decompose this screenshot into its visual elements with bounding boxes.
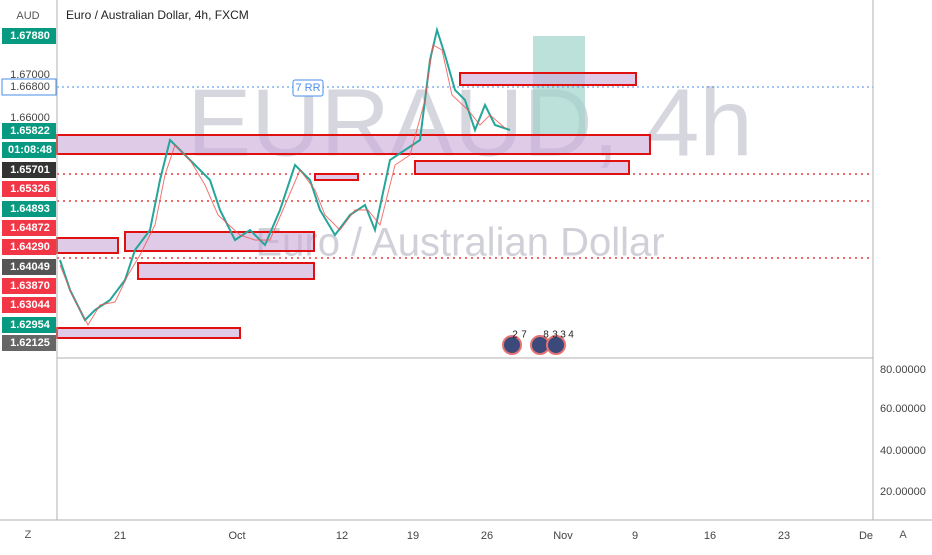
footer-left: Z xyxy=(25,529,32,541)
indicator-tick: 80.00000 xyxy=(880,364,926,376)
zone xyxy=(459,72,637,86)
zone xyxy=(414,160,630,175)
zone xyxy=(137,262,315,280)
chart-title: Euro / Australian Dollar, 4h, FXCM xyxy=(66,8,249,22)
time-label: 16 xyxy=(704,530,716,542)
price-badge xyxy=(2,142,56,158)
time-label: De xyxy=(859,530,873,542)
price-badge xyxy=(2,259,56,275)
price-label: 1.64872 xyxy=(10,222,50,234)
price-label: 1.63044 xyxy=(10,299,51,311)
price-label: 1.65701 xyxy=(10,164,50,176)
price-label: 1.64893 xyxy=(10,203,50,215)
time-label: 9 xyxy=(632,530,638,542)
indicator-tick: 40.00000 xyxy=(880,445,926,457)
rr-label: 7 RR xyxy=(295,82,320,94)
price-label: 1.64290 xyxy=(10,241,50,253)
price-label: 1.64049 xyxy=(10,261,50,273)
zone xyxy=(56,327,241,339)
event-flag xyxy=(546,335,566,355)
time-label: 26 xyxy=(481,530,493,542)
time-label: Oct xyxy=(228,530,245,542)
price-label: 1.66000 xyxy=(10,112,50,124)
price-badge xyxy=(2,278,56,294)
price-label: 1.65822 xyxy=(10,125,50,137)
price-badge xyxy=(2,28,56,44)
indicator-tick: 20.00000 xyxy=(880,486,926,498)
price-label: 1.66800 xyxy=(10,81,50,93)
price-label: 1.67000 xyxy=(10,69,50,81)
price-path xyxy=(59,26,511,322)
zone xyxy=(124,231,315,252)
time-label: 23 xyxy=(778,530,790,542)
price-badge xyxy=(2,220,56,236)
price-badge xyxy=(2,335,56,351)
price-label: 1.62954 xyxy=(10,319,51,331)
price-badge xyxy=(2,123,56,139)
event-count: 8 xyxy=(543,330,549,341)
price-path xyxy=(59,44,506,327)
watermark-name: Euro / Australian Dollar xyxy=(255,221,664,265)
zone xyxy=(314,173,359,181)
zone xyxy=(56,134,651,155)
indicator-tick: 60.00000 xyxy=(880,403,926,415)
price-badge xyxy=(2,181,56,197)
price-label: 1.65326 xyxy=(10,183,50,195)
time-label: 12 xyxy=(336,530,348,542)
time-label: 19 xyxy=(407,530,419,542)
price-badge xyxy=(2,317,56,333)
event-count: 3 xyxy=(560,330,566,341)
price-badge xyxy=(1,78,57,96)
event-count: 2 xyxy=(512,330,518,341)
time-label: Nov xyxy=(553,530,573,542)
zone xyxy=(56,237,119,254)
price-badge xyxy=(2,297,56,313)
axis-unit: AUD xyxy=(16,10,39,22)
rr-box xyxy=(292,79,324,97)
event-count: 3 xyxy=(552,330,558,341)
price-label: 1.63870 xyxy=(10,280,50,292)
price-badge xyxy=(2,239,56,255)
time-label: 21 xyxy=(114,530,126,542)
event-count: 4 xyxy=(568,330,574,341)
price-label: 1.67880 xyxy=(10,30,50,42)
drawings xyxy=(0,0,932,521)
event-count: 7 xyxy=(521,330,527,341)
price-badge xyxy=(2,201,56,217)
price-label: 1.62125 xyxy=(10,337,50,349)
price-badge xyxy=(2,162,56,178)
footer-right: A xyxy=(899,529,907,541)
event-flag xyxy=(502,335,522,355)
price-label: 01:08:48 xyxy=(8,144,52,156)
